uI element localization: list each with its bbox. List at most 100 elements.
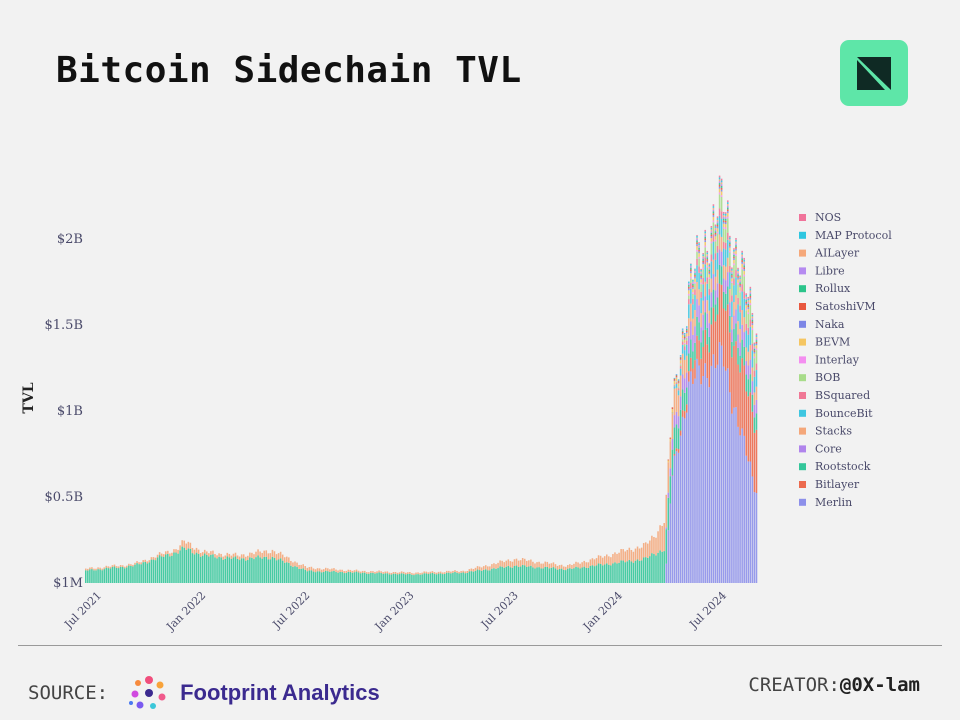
bar-segment-bob [673, 384, 676, 386]
bar-segment-stacks [111, 565, 114, 568]
bar-segment-bitlayer [692, 368, 694, 384]
bar-segment-satoshivm [669, 437, 672, 439]
bar-segment-stacks [718, 234, 721, 250]
bar-segment-satoshivm [692, 285, 694, 288]
bar-segment-ailayer [708, 266, 711, 269]
bar-segment-merlin [710, 365, 713, 583]
bar-segment-rootstock [673, 427, 676, 454]
bar-segment-bitlayer [704, 329, 706, 364]
bar-segment-ailayer [724, 215, 727, 218]
bar-segment-rootstock [552, 567, 555, 583]
bar-segment-rootstock [647, 557, 649, 583]
bar-segment-rootstock [167, 553, 169, 583]
bar-segment-rollux [690, 267, 692, 270]
bar-segment-stacks [692, 318, 694, 335]
bar-segment-stacks [712, 259, 715, 275]
bar-segment-stacks [620, 549, 622, 561]
bar-segment-bob [698, 258, 700, 267]
bar-segment-bitlayer [735, 341, 737, 408]
bar-segment-bob [727, 218, 729, 233]
bar-segment-bsquared [739, 305, 741, 313]
bar-segment-map-protocol [681, 328, 684, 330]
bar-segment-bouncebit [708, 295, 711, 311]
bar-segment-core [671, 439, 674, 450]
bar-segment-rootstock [466, 572, 469, 583]
bar-segment-merlin [751, 476, 754, 583]
bar-segment-rootstock [435, 574, 438, 583]
bar-segment-bsquared [706, 277, 709, 284]
bar-segment-stacks [322, 569, 325, 572]
bar-segment-naka [710, 236, 713, 239]
bar-segment-rootstock [583, 566, 585, 583]
bar-segment-rootstock [474, 570, 477, 583]
bar-segment-stacks [698, 289, 700, 306]
bar-segment-rootstock [419, 574, 421, 583]
bar-segment-rootstock [649, 556, 651, 583]
bar-segment-interlay [745, 308, 748, 311]
bar-segment-stacks [417, 572, 419, 575]
bar-segment-rootstock [349, 572, 352, 583]
bar-segment-bevm [702, 264, 704, 268]
bar-segment-rollux [708, 269, 711, 272]
bar-segment-libre [749, 292, 752, 295]
bar-segment-rootstock [306, 571, 309, 583]
bar-segment-stacks [484, 565, 487, 570]
bar-segment-core [681, 374, 684, 390]
bar-segment-interlay [741, 267, 743, 270]
bar-segment-rootstock [302, 568, 304, 583]
bar-segment-bevm [720, 191, 723, 196]
bar-segment-stacks [333, 568, 335, 571]
bar-segment-rootstock [612, 563, 614, 583]
bar-segment-rootstock [587, 567, 590, 583]
bar-segment-rootstock [173, 552, 175, 583]
bar-segment-rootstock [372, 572, 374, 583]
bar-segment-satoshivm [690, 269, 692, 272]
bar-segment-stacks [737, 321, 739, 335]
bar-segment-stacks [353, 570, 356, 573]
bar-segment-rootstock [456, 572, 458, 583]
bar-segment-core [702, 314, 704, 331]
bar-segment-interlay [706, 265, 709, 268]
bar-segment-rollux [694, 273, 696, 275]
bar-segment-stacks [109, 566, 112, 569]
bar-segment-rootstock [400, 573, 403, 583]
bar-segment-rootstock [193, 554, 196, 583]
bar-segment-rootstock [560, 568, 563, 583]
bar-segment-rootstock [314, 572, 317, 583]
bar-segment-naka [724, 222, 727, 225]
bar-segment-libre [681, 329, 684, 331]
bar-segment-rootstock [404, 574, 407, 583]
bar-segment-rootstock [743, 346, 745, 366]
bar-segment-bouncebit [690, 288, 692, 304]
bar-segment-naka [739, 285, 741, 288]
bar-segment-bouncebit [688, 304, 690, 319]
bar-segment-rootstock [355, 571, 358, 583]
bar-segment-rootstock [111, 567, 114, 583]
bar-segment-bob [702, 269, 704, 278]
bar-segment-stacks [437, 571, 440, 574]
bar-segment-bevm [741, 263, 743, 268]
bar-segment-map-protocol [722, 213, 725, 216]
bar-segment-merlin [720, 345, 723, 583]
bar-segment-rootstock [511, 567, 514, 583]
bar-segment-rollux [706, 257, 709, 260]
bar-segment-rootstock [433, 573, 436, 583]
bar-segment-rootstock [694, 342, 696, 361]
bar-segment-stacks [642, 543, 645, 558]
bar-segment-bob [714, 241, 717, 254]
bar-segment-rootstock [437, 573, 440, 583]
legend-swatch [799, 374, 806, 382]
bar-segment-stacks [123, 566, 126, 569]
bar-segment-stacks [634, 548, 637, 561]
bar-segment-map-protocol [737, 269, 739, 272]
bar-segment-rootstock [132, 566, 134, 583]
bar-segment-bevm [692, 288, 694, 293]
bar-segment-core [710, 292, 713, 308]
bar-segment-stacks [616, 553, 618, 564]
bar-segment-rootstock [152, 559, 155, 583]
bar-segment-rootstock [733, 329, 735, 346]
bar-segment-nos [749, 286, 752, 289]
bar-segment-rootstock [573, 568, 575, 583]
bar-segment-bevm [729, 247, 731, 251]
bar-segment-map-protocol [683, 333, 686, 335]
